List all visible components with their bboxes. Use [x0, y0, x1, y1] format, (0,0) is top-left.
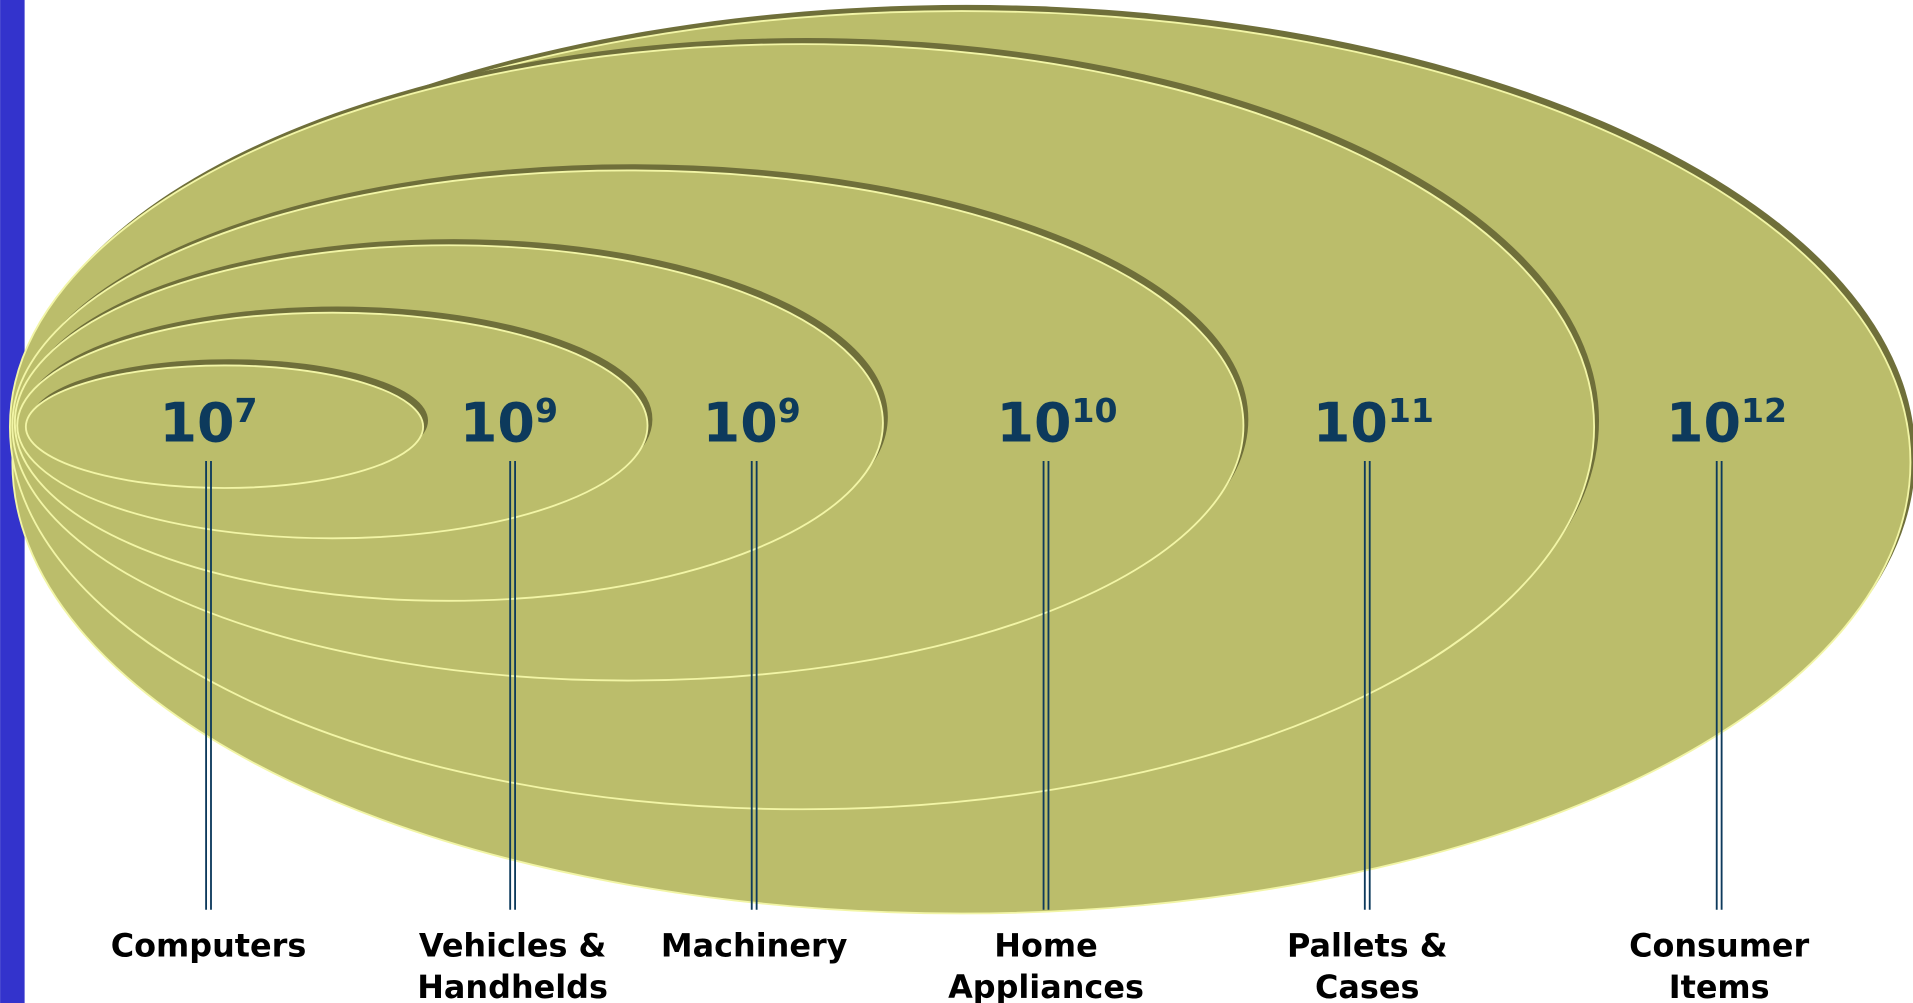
magnitude-base: 10 [1313, 391, 1388, 454]
category-label-line: Computers [111, 926, 307, 964]
magnitude-exponent: 12 [1741, 391, 1787, 430]
category-label-line: Pallets & [1287, 926, 1448, 964]
category-label-line: Appliances [948, 968, 1144, 1003]
magnitude-exponent: 10 [1072, 391, 1118, 430]
magnitude-base: 10 [159, 391, 234, 454]
magnitude-exponent: 7 [235, 391, 258, 430]
category-label-line: Machinery [661, 926, 848, 964]
category-label: Machinery [661, 926, 848, 964]
category-label-line: Cases [1315, 968, 1419, 1003]
magnitude-exponent: 9 [535, 391, 558, 430]
magnitude-base: 10 [996, 391, 1071, 454]
category-label-line: Handhelds [417, 968, 608, 1003]
category-label: Computers [111, 926, 307, 964]
diagram: 107Computers109Vehicles &Handhelds109Mac… [0, 0, 1913, 1003]
magnitude-base: 10 [1666, 391, 1741, 454]
magnitude-base: 10 [460, 391, 535, 454]
magnitude-base: 10 [703, 391, 778, 454]
category-label-line: Vehicles & [419, 926, 606, 964]
category-label-line: Consumer [1629, 926, 1809, 964]
magnitude-exponent: 9 [778, 391, 801, 430]
category-label-line: Items [1669, 968, 1770, 1003]
rings [10, 5, 1913, 914]
magnitude-exponent: 11 [1388, 391, 1434, 430]
category-label-line: Home [994, 926, 1097, 964]
